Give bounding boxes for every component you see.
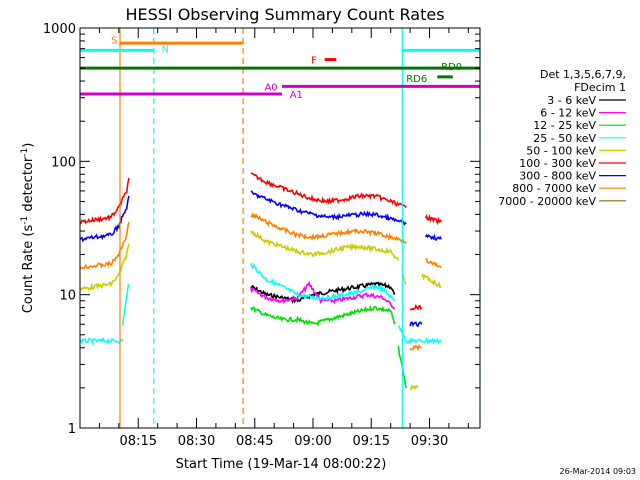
x-tick-label-3: 09:00 [294,434,331,449]
y-label-part-3: ) [21,143,36,148]
series-6-segment-3 [424,233,442,241]
chart-title: HESSI Observing Summary Count Rates [125,5,444,24]
legend-entry-label-4: 50 - 100 keV [526,144,596,157]
legend-header-0: Det 1,3,5,6,7,9, [540,68,626,81]
x-tick-label-5: 09:30 [411,434,448,449]
x-tick-label-0: 08:15 [120,434,157,449]
series-4-segment-3 [409,384,419,391]
series-2-segment-0 [250,304,396,327]
y-label-sup-1: -1 [20,216,30,225]
series-7-segment-0 [79,221,130,270]
series-4-segment-1 [250,229,400,261]
bar-label-4: RD6 [406,74,427,85]
legend-entry-label-1: 6 - 12 keV [540,107,596,120]
series-4-segment-2 [401,274,407,285]
series-3-segment-2 [250,262,396,302]
plot-frame [79,27,481,429]
footer-timestamp: 26-Mar-2014 09:03 [560,467,637,476]
bar-label-2: F [311,56,317,67]
y-tick-label-1: 10 [59,289,76,304]
series-5-segment-2 [410,303,423,311]
y-tick-label-3: 1000 [43,22,76,37]
x-tick-label-1: 08:30 [178,434,215,449]
series-5-segment-1 [250,172,407,209]
series-3-segment-3 [397,325,442,345]
bar-label-5: A0 [264,82,277,93]
series-3-segment-1 [121,283,130,325]
x-tick-label-2: 08:45 [236,434,273,449]
legend-header-1: FDecim 1 [574,81,626,94]
y-label-sup-2: -1 [20,148,30,157]
plot-area: S N F RD0 RD6 A0 A1 [79,28,481,428]
legend-entry-label-7: 800 - 7000 keV [512,182,596,195]
y-tick-label-0: 1 [68,422,76,437]
legend-entry-label-3: 25 - 50 keV [533,132,596,145]
series-7-segment-2 [409,344,422,352]
legend-entry-label-2: 12 - 25 keV [533,119,596,132]
series-7-segment-1 [250,212,407,244]
bar-label-0: S [111,35,117,46]
series-7-segment-3 [425,258,442,269]
y-label-part-2: detector [21,156,36,216]
x-axis-label: Start Time (19-Mar-14 08:00:22) [176,457,387,472]
x-tick-label-4: 09:15 [353,434,390,449]
y-axis-label: Count Rate (s-1 detector-1) [20,143,36,314]
x-axis: 08:15 08:30 08:45 09:00 09:15 09:30 [98,28,469,449]
series-6-segment-2 [409,321,423,328]
bar-label-6: A1 [290,90,303,101]
series-3-segment-0 [79,337,124,346]
y-axis: 1 10 100 1000 [43,22,480,437]
bar-label-1: N [162,45,169,56]
legend-entry-label-6: 300 - 800 keV [519,170,596,183]
y-label-part-1: Count Rate (s [21,225,36,314]
series-6-segment-1 [250,190,407,227]
legend-entry-label-8: 7000 - 20000 keV [498,195,596,208]
series-1-segment-0 [250,280,396,310]
legend-entry-label-5: 100 - 300 keV [519,157,596,170]
bar-label-3: RD0 [441,62,462,73]
series-5-segment-3 [424,213,442,226]
series-0-segment-0 [250,281,396,305]
y-tick-label-2: 100 [51,155,76,170]
legend-entry-label-0: 3 - 6 keV [547,94,596,107]
series-4-segment-4 [421,272,442,289]
